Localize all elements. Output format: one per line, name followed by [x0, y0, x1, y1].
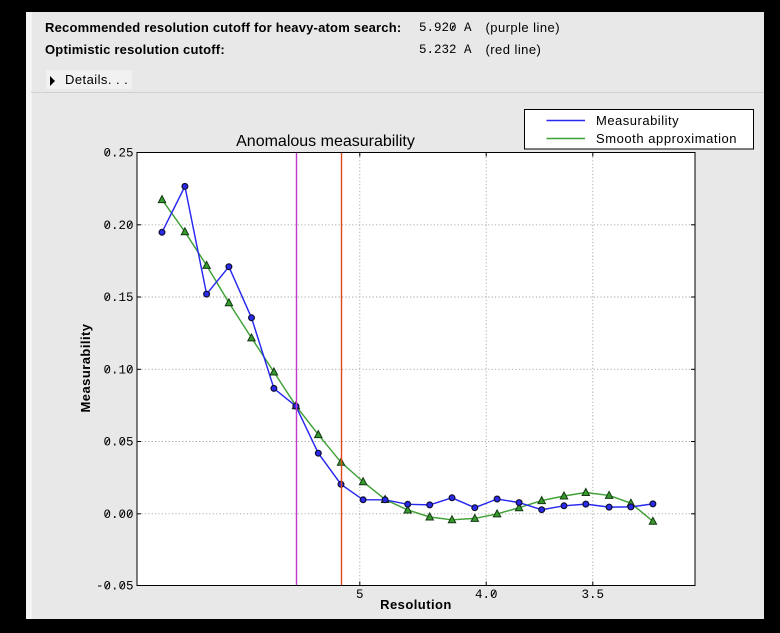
svg-text:0.15: 0.15 [103, 291, 133, 305]
svg-text:3.5: 3.5 [582, 588, 605, 602]
svg-text:-0.05: -0.05 [96, 580, 134, 594]
svg-text:5: 5 [356, 588, 364, 602]
svg-text:0.10: 0.10 [103, 364, 133, 378]
svg-text:0.25: 0.25 [103, 147, 133, 161]
svg-text:0.20: 0.20 [103, 219, 133, 233]
svg-text:Measurability: Measurability [596, 113, 679, 128]
svg-text:Anomalous measurability: Anomalous measurability [236, 133, 415, 150]
svg-text:Smooth approximation: Smooth approximation [596, 131, 737, 146]
svg-text:4.0: 4.0 [475, 588, 498, 602]
svg-text:0.05: 0.05 [103, 436, 133, 450]
svg-text:Resolution: Resolution [380, 597, 452, 612]
svg-text:Measurability: Measurability [78, 323, 93, 412]
svg-text:0.00: 0.00 [103, 508, 133, 522]
